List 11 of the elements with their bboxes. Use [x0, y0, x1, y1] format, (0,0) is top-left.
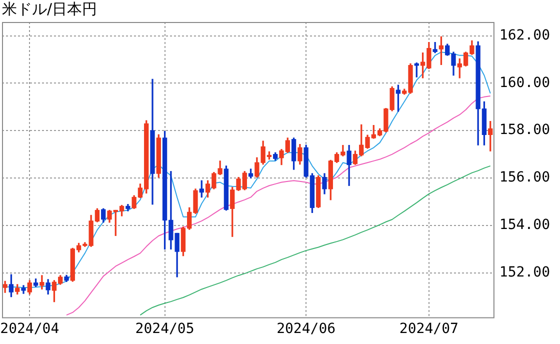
y-tick-label: 156.00	[499, 170, 550, 186]
y-tick-label: 158.00	[499, 122, 550, 138]
y-tick-label: 162.00	[499, 27, 550, 44]
chart-title: 米ドル/日本円	[2, 0, 98, 18]
x-tick-label: 2024/05	[135, 321, 194, 338]
y-tick-label: 154.00	[499, 217, 550, 234]
x-tick-label: 2024/06	[276, 321, 336, 338]
x-tick-label: 2024/07	[399, 321, 458, 338]
y-tick-label: 160.00	[499, 74, 550, 91]
y-tick-label: 152.00	[499, 264, 550, 280]
x-tick-label: 2024/04	[0, 321, 60, 338]
